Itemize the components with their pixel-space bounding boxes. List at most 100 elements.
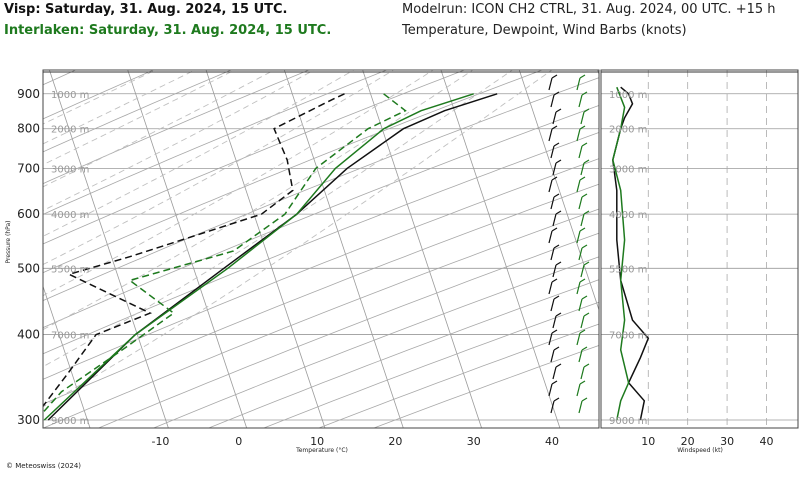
temperature-tick-label: 20 [388, 435, 402, 448]
dry-adiabat [43, 158, 599, 380]
location-title-interlaken: Interlaken: Saturday, 31. Aug. 2024, 15 … [4, 23, 332, 38]
temperature-tick-label: -10 [151, 435, 169, 448]
wind-barb [576, 230, 581, 244]
wind-barb [576, 179, 581, 193]
wind-plot-frame [600, 69, 799, 429]
isotherm-line [205, 70, 326, 428]
dry-adiabat [43, 132, 599, 355]
wind-barb [550, 94, 555, 108]
altitude-label: 2000 m [51, 125, 89, 136]
wind-barb-flag [581, 142, 588, 147]
isotherm-line [49, 70, 169, 428]
wind-barb [548, 332, 553, 346]
wind-barb [550, 196, 555, 210]
wind-barb-flag [579, 278, 586, 283]
wind-barb [552, 366, 557, 380]
dry-adiabat [317, 323, 599, 428]
dry-adiabat [43, 70, 233, 153]
wind-barb [580, 111, 585, 125]
wind-barb-flag [583, 159, 590, 164]
wind-barb [578, 247, 583, 261]
pressure-tick-label: 300 [17, 413, 40, 427]
wind-barb-flag [553, 142, 560, 147]
wind-barb-flag [555, 312, 562, 317]
wind-barb-flag [581, 193, 588, 198]
windspeed-series-line [612, 86, 650, 421]
altitude-label: 7000 m [609, 331, 647, 342]
altitude-label: 9000 m [51, 416, 89, 427]
isotherm-line [362, 70, 482, 428]
dry-adiabat [262, 301, 599, 428]
wind-barb-flag [555, 108, 562, 113]
wind-barb [548, 128, 553, 142]
wind-barb [576, 383, 581, 397]
wind-barb-flag [555, 261, 562, 266]
wind-barb-flag [583, 261, 590, 266]
wind-barb-flag [553, 244, 560, 249]
altitude-label: 4000 m [51, 210, 89, 221]
wind-barb [552, 111, 557, 125]
wind-barb [580, 366, 585, 380]
windspeed-series-line [612, 86, 630, 421]
series-line [43, 93, 407, 414]
wind-barb [552, 213, 557, 227]
wind-barb [548, 179, 553, 193]
altitude-label: 3000 m [609, 164, 647, 175]
wind-barb [550, 145, 555, 159]
altitude-label: 7000 m [51, 331, 89, 342]
wind-barb [552, 315, 557, 329]
windspeed-tick-label: 20 [681, 435, 695, 448]
moist-adiabat [43, 70, 196, 145]
wind-barb [580, 315, 585, 329]
series-line [47, 93, 498, 421]
dry-adiabat [43, 105, 599, 329]
y-axis-title: Pressure (hPa) [5, 220, 12, 263]
temperature-tick-label: 40 [545, 435, 559, 448]
wind-barb [576, 128, 581, 142]
isotherm-line [43, 285, 91, 428]
moist-adiabat [43, 70, 315, 212]
wind-barb [550, 349, 555, 363]
wind-barb-flag [583, 108, 590, 113]
windspeed-tick-label: 40 [759, 435, 773, 448]
altitude-label: 3000 m [51, 164, 89, 175]
chart-subtitle: Temperature, Dewpoint, Wind Barbs (knots… [402, 23, 687, 38]
pressure-tick-label: 900 [17, 87, 40, 101]
wind-barb-flag [583, 210, 590, 215]
wind-barb [576, 332, 581, 346]
wind-barb-flag [581, 397, 588, 402]
copyright-label: © Meteoswiss (2024) [6, 462, 82, 470]
isotherm-line [283, 70, 404, 428]
wind-barb-flag [581, 244, 588, 249]
wind-barb-flag [551, 74, 558, 79]
dry-adiabat [43, 183, 599, 405]
wind-barb [552, 162, 557, 176]
wind-barb-flag [553, 397, 560, 402]
dry-adiabat [207, 279, 599, 428]
moist-adiabat [43, 70, 276, 188]
wind-barb-flag [553, 193, 560, 198]
wind-barb-flag [553, 295, 560, 300]
wind-barb-flag [579, 329, 586, 334]
altitude-label: 1000 m [51, 90, 89, 101]
wind-barb-flag [579, 176, 586, 181]
wind-barb-flag [553, 346, 560, 351]
wind-barb [580, 162, 585, 176]
wind-barb [550, 400, 555, 414]
dry-adiabat [43, 70, 544, 274]
moist-adiabat [43, 70, 514, 368]
dry-adiabat [152, 256, 599, 428]
wind-barb-flag [555, 159, 562, 164]
wind-barb-flag [555, 363, 562, 368]
windspeed-lines [612, 86, 650, 421]
wind-barb-flag [551, 227, 558, 232]
dry-adiabat [97, 232, 599, 428]
wind-barb [578, 349, 583, 363]
location-title-visp: Visp: Saturday, 31. Aug. 2024, 15 UTC. [4, 2, 288, 17]
dry-adiabat [43, 70, 388, 215]
series-line [43, 93, 474, 421]
windspeed-tick-label: 30 [720, 435, 734, 448]
pressure-tick-label: 600 [17, 207, 40, 221]
